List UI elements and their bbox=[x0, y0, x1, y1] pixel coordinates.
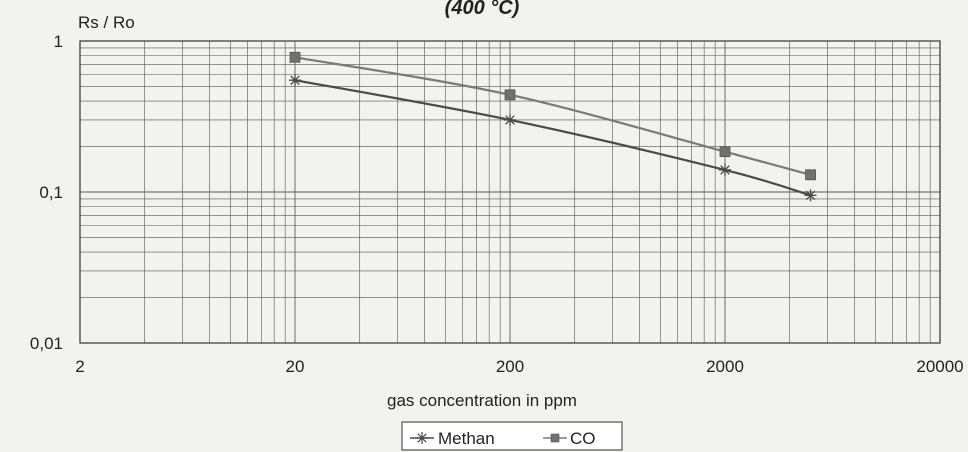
chart-title: (400 °C) bbox=[445, 0, 520, 19]
x-tick-label: 20 bbox=[286, 357, 305, 376]
legend-item-methan: Methan bbox=[410, 429, 495, 448]
y-tick-labels: 1 0,1 0,01 bbox=[30, 32, 63, 353]
x-tick-label: 200 bbox=[496, 357, 524, 376]
data-point-methan bbox=[289, 74, 301, 87]
plot-area-border bbox=[79, 40, 941, 344]
data-point-methan bbox=[504, 113, 516, 126]
data-point-co bbox=[504, 89, 516, 101]
y-tick-label: 1 bbox=[54, 32, 63, 51]
data-point-co bbox=[719, 146, 731, 158]
y-tick-label: 0,01 bbox=[30, 334, 63, 353]
legend-box bbox=[401, 421, 623, 451]
x-tick-labels: 2 20 200 2000 20000 bbox=[75, 357, 963, 376]
data-point-co bbox=[805, 169, 816, 181]
x-tick-label: 2000 bbox=[706, 357, 744, 376]
series-layer bbox=[289, 51, 817, 202]
legend-item-co: CO bbox=[543, 429, 596, 448]
legend-square-marker bbox=[550, 433, 560, 443]
y-axis-title: Rs / Ro bbox=[78, 13, 135, 32]
data-point-methan bbox=[719, 163, 731, 176]
x-tick-label: 20000 bbox=[916, 357, 963, 376]
legend-star-marker bbox=[416, 432, 428, 444]
legend: Methan CO bbox=[401, 421, 623, 451]
x-tick-label: 2 bbox=[75, 357, 84, 376]
data-point-co bbox=[289, 51, 301, 63]
x-axis-title: gas concentration in ppm bbox=[387, 391, 577, 410]
series-line-co bbox=[294, 56, 811, 176]
legend-label-co: CO bbox=[570, 429, 596, 448]
y-tick-label: 0,1 bbox=[39, 183, 63, 202]
legend-label-methan: Methan bbox=[438, 429, 495, 448]
data-point-methan bbox=[804, 189, 817, 202]
series-line-methan bbox=[294, 79, 811, 197]
